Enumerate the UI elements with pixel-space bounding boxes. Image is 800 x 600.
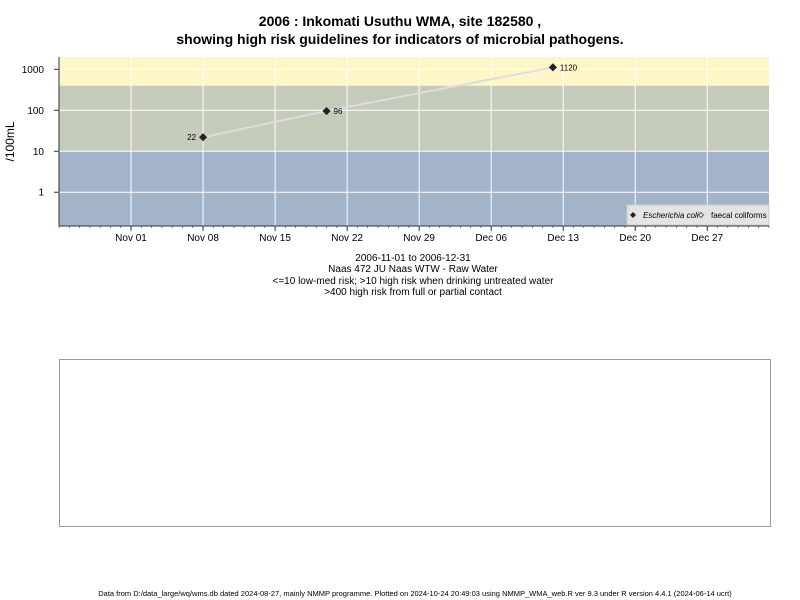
x-tick-label: Dec 06 (475, 233, 507, 244)
legend-marker (630, 212, 636, 218)
y-tick-label: 1 (38, 188, 44, 199)
empty-chart-panel (59, 359, 771, 527)
risk-band-1 (59, 85, 769, 152)
legend-label: Escherichia coli (643, 211, 699, 220)
data-point (322, 106, 331, 116)
data-source-footer: Data from D:/data_large/wq/wms.db dated … (98, 589, 732, 598)
chart-title: 2006 : Inkomati Usuthu WMA, site 182580 … (258, 13, 542, 29)
data-label: 1120 (560, 63, 578, 72)
y-tick-label: 1000 (22, 65, 45, 76)
site-caption: Naas 472 JU Naas WTW - Raw Water (328, 264, 498, 275)
legend-box (626, 204, 770, 226)
data-label: 22 (187, 133, 196, 142)
date-range-caption: 2006-11-01 to 2006-12-31 (355, 253, 471, 264)
data-point (198, 133, 208, 142)
x-tick-label: Nov 08 (187, 233, 219, 244)
x-tick-label: Nov 15 (259, 233, 291, 244)
x-tick-label: Nov 01 (115, 233, 147, 244)
x-tick-label: Dec 20 (619, 233, 651, 244)
guideline-caption-contact: >400 high risk from full or partial cont… (324, 287, 502, 298)
x-tick-label: Nov 22 (331, 233, 363, 244)
data-point (548, 63, 557, 72)
legend-marker (698, 212, 704, 218)
x-tick-label: Dec 27 (691, 233, 723, 244)
chart-subtitle: showing high risk guidelines for indicat… (176, 31, 624, 47)
guideline-caption-drinking: <=10 low-med risk; >10 high risk when dr… (272, 276, 554, 287)
y-tick-label: 100 (27, 106, 44, 117)
chart-plot: Nov 01 Nov 08 Nov 15 Nov 22 Nov 29 Dec 06 Dec … (3, 57, 770, 244)
risk-band-2 (59, 57, 769, 86)
y-tick-label: 10 (33, 147, 45, 158)
y-axis-label: /100mL (3, 121, 17, 161)
data-label: 96 (334, 107, 343, 116)
legend-label: faecal coliforms (711, 211, 767, 220)
x-tick-label: Nov 29 (403, 233, 435, 244)
x-tick-label: Dec 13 (547, 233, 579, 244)
